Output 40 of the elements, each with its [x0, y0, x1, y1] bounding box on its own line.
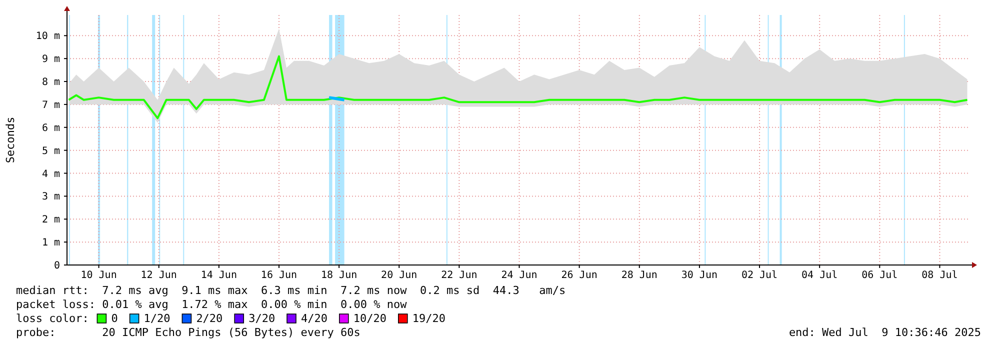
y-tick-label: 5 m — [42, 146, 60, 157]
y-tick-label: 8 m — [42, 77, 60, 88]
x-tick-label: 16 Jun — [260, 270, 298, 281]
y-tick-label: 1 m — [42, 238, 60, 249]
x-tick-label: 30 Jun — [681, 270, 718, 281]
x-tick-label: 26 Jun — [561, 270, 598, 281]
y-tick-label: 4 m — [42, 168, 60, 180]
legend-label: 4/20 — [301, 312, 328, 325]
y-tick-label: 0 — [54, 260, 60, 272]
y-axis-title: Seconds — [4, 116, 17, 164]
y-tick-label: 9 m — [42, 54, 60, 66]
x-tick-label: 28 Jun — [621, 270, 658, 281]
legend-label: 10/20 — [353, 312, 387, 325]
text: packet loss: 0.01 % avg 1.72 % max 0.00 % min 0.00 % now — [16, 298, 408, 311]
text: end: Wed Jul 9 10:36:46 2025 — [788, 326, 981, 339]
x-tick-label: 08 Jul — [922, 270, 958, 281]
x-tick-label: 04 Jul — [802, 270, 838, 281]
x-tick-label: 10 Jun — [80, 270, 117, 281]
y-tick-label: 7 m — [42, 100, 60, 111]
y-tick-label: 3 m — [42, 192, 60, 203]
legend-label: 2/20 — [196, 312, 223, 325]
x-tick-label: 06 Jul — [862, 270, 898, 281]
line-series — [68, 55, 968, 120]
legend-label: 19/20 — [412, 312, 446, 325]
x-tick-label: 14 Jun — [200, 270, 237, 281]
text: median rtt: 7.2 ms avg 9.1 ms max 6.3 ms min 7.2 ms now 0.2 ms sd 44.3 am/s — [16, 284, 566, 297]
legend-label: 0 — [111, 312, 118, 325]
x-tick-label: 02 Jul — [741, 270, 778, 281]
legend-label: 3/20 — [248, 312, 276, 325]
y-tick-label: 2 m — [42, 214, 60, 226]
x-tick-label: 18 Jun — [320, 270, 358, 281]
y-tick-label: 6 m — [42, 122, 60, 134]
x-tick-label: 12 Jun — [140, 270, 177, 281]
legend-title: loss color: — [16, 312, 89, 325]
x-tick-label: 20 Jun — [381, 270, 418, 281]
legend-label: 1/20 — [144, 312, 170, 325]
x-tick-label: 22 Jun — [441, 270, 478, 281]
x-tick-label: 24 Jun — [501, 270, 538, 281]
y-tick-label: 10 m — [36, 31, 60, 42]
text: probe: 20 ICMP Echo Pings (56 Bytes) every 60s — [16, 326, 360, 339]
